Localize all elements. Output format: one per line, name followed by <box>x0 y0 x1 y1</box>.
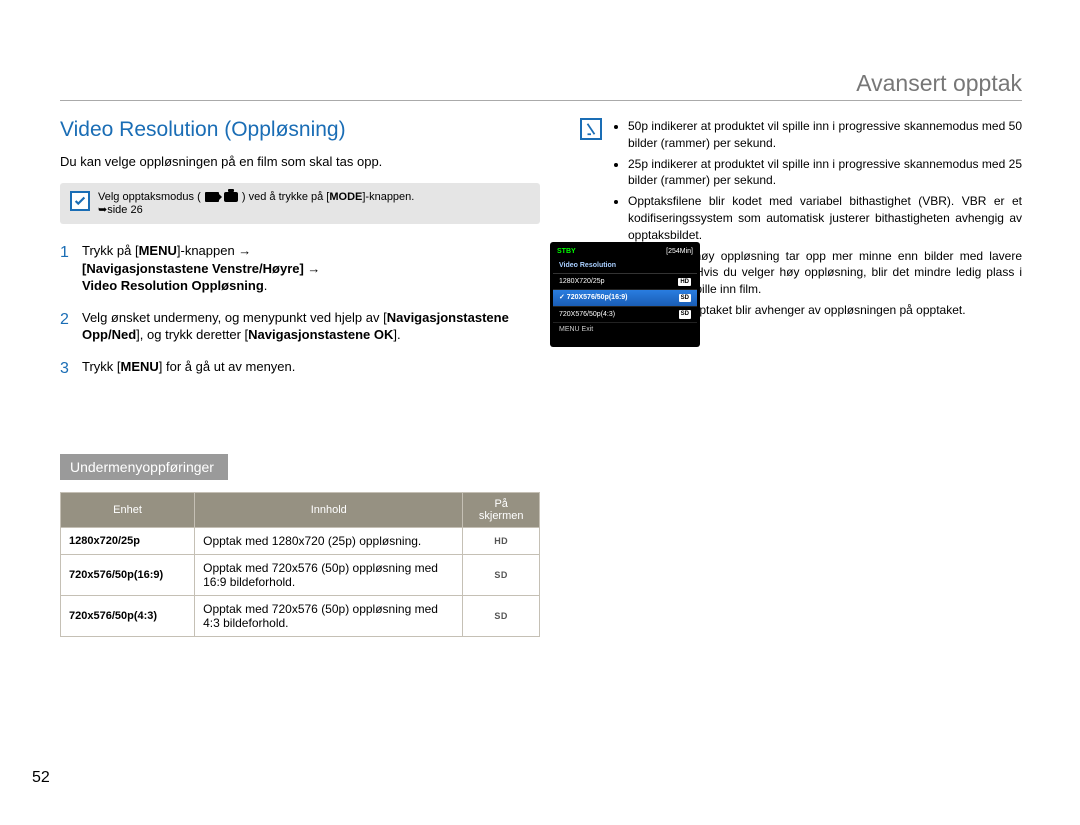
cell-unit: 720x576/50p(4:3) <box>61 596 195 637</box>
table-row: 1280x720/25p Opptak med 1280x720 (25p) o… <box>61 528 540 555</box>
resolution-table: Enhet Innhold På skjermen 1280x720/25p O… <box>60 492 540 637</box>
s2a: Velg ønsket undermeny, og menypunkt ved … <box>82 310 387 325</box>
submenu-heading-wrap: Undermenyoppføringer <box>60 454 540 480</box>
note-mode: MODE <box>329 191 362 203</box>
check-icon <box>70 191 90 211</box>
cell-unit: 720x576/50p(16:9) <box>61 555 195 596</box>
step-3: 3 Trykk [MENU] for å gå ut av menyen. <box>60 358 540 380</box>
note-text-post: ) ved å trykke på [ <box>242 191 329 203</box>
lcd-preview: STBY [254Min] Video Resolution 1280X720/… <box>550 242 700 347</box>
lcd-exit: MENU Exit <box>553 323 697 336</box>
section-title: Video Resolution (Oppløsning) <box>60 118 540 142</box>
note-text-pre: Velg opptaksmodus ( <box>98 191 201 203</box>
lcd-item1-label: 1280X720/25p <box>559 277 605 286</box>
intro-text: Du kan velge oppløsningen på en film som… <box>60 154 540 169</box>
hd-badge-icon: HD <box>678 278 691 286</box>
cell-desc: Opptak med 720x576 (50p) oppløsning med … <box>195 596 463 637</box>
lcd-item3-label: 720X576/50p(4:3) <box>559 310 615 319</box>
s1c: ]-knappen → <box>177 243 251 258</box>
lcd-stby: STBY <box>557 247 576 256</box>
cell-desc: Opptak med 720x576 (50p) oppløsning med … <box>195 555 463 596</box>
note-ref: ➥side 26 <box>98 204 143 216</box>
info-icon <box>580 118 602 140</box>
s1d: [Navigasjonstastene Venstre/Høyre] <box>82 261 304 276</box>
photo-mode-icon <box>224 192 238 202</box>
s1b: MENU <box>139 243 177 258</box>
s3c: ] for å gå ut av menyen. <box>159 359 296 374</box>
s1f: Video Resolution Oppløsning <box>82 278 264 293</box>
th-onscreen: På skjermen <box>463 493 540 528</box>
video-mode-icon <box>205 192 219 202</box>
lcd-item-2-selected: ✓ 720X576/50p(16:9) SD <box>553 290 697 306</box>
table-row: 720x576/50p(16:9) Opptak med 720x576 (50… <box>61 555 540 596</box>
chapter-title: Avansert opptak <box>856 70 1022 97</box>
step-num-1: 1 <box>60 242 72 264</box>
page-number: 52 <box>32 769 50 787</box>
table-row: 720x576/50p(4:3) Opptak med 720x576 (50p… <box>61 596 540 637</box>
lcd-item2-label: ✓ 720X576/50p(16:9) <box>559 293 628 302</box>
lcd-item-3: 720X576/50p(4:3) SD <box>553 307 697 323</box>
step-num-3: 3 <box>60 358 72 380</box>
cell-unit: 1280x720/25p <box>61 528 195 555</box>
th-content: Innhold <box>195 493 463 528</box>
lcd-time: [254Min] <box>666 247 693 256</box>
header-rule <box>60 100 1022 101</box>
precondition-note: Velg opptaksmodus ( ) ved å trykke på [M… <box>60 183 540 224</box>
step-2: 2 Velg ønsket undermeny, og menypunkt ve… <box>60 309 540 344</box>
s1e: → <box>304 261 321 276</box>
s2d: Navigasjonstastene OK <box>248 327 393 342</box>
lcd-item-1: 1280X720/25p HD <box>553 274 697 290</box>
step-1: 1 Trykk på [MENU]-knappen → [Navigasjons… <box>60 242 540 295</box>
s1g: . <box>264 278 268 293</box>
content: Video Resolution (Oppløsning) Du kan vel… <box>60 118 1022 637</box>
s3b: MENU <box>121 359 159 374</box>
info-bullet: 25p indikerer at produktet vil spille in… <box>628 156 1022 190</box>
cell-badge: SD <box>463 596 540 637</box>
left-column: Video Resolution (Oppløsning) Du kan vel… <box>60 118 540 637</box>
s3a: Trykk [ <box>82 359 121 374</box>
sd-badge-icon: SD <box>679 310 691 318</box>
cell-badge: HD <box>463 528 540 555</box>
submenu-heading: Undermenyoppføringer <box>60 454 228 480</box>
info-bullet: Opptaksfilene blir kodet med variabel bi… <box>628 193 1022 243</box>
s2e: ]. <box>393 327 400 342</box>
s1a: Trykk på [ <box>82 243 139 258</box>
s2c: ], og trykk deretter [ <box>136 327 248 342</box>
steps-list: 1 Trykk på [MENU]-knappen → [Navigasjons… <box>60 242 540 379</box>
cell-badge: SD <box>463 555 540 596</box>
sd-badge-icon: SD <box>679 294 691 302</box>
info-bullet: 50p indikerer at produktet vil spille in… <box>628 118 1022 152</box>
cell-desc: Opptak med 1280x720 (25p) oppløsning. <box>195 528 463 555</box>
note-after: ]-knappen. <box>362 191 414 203</box>
step-num-2: 2 <box>60 309 72 331</box>
lcd-menu-title: Video Resolution <box>553 258 697 273</box>
th-unit: Enhet <box>61 493 195 528</box>
right-column: 50p indikerer at produktet vil spille in… <box>580 118 1022 637</box>
